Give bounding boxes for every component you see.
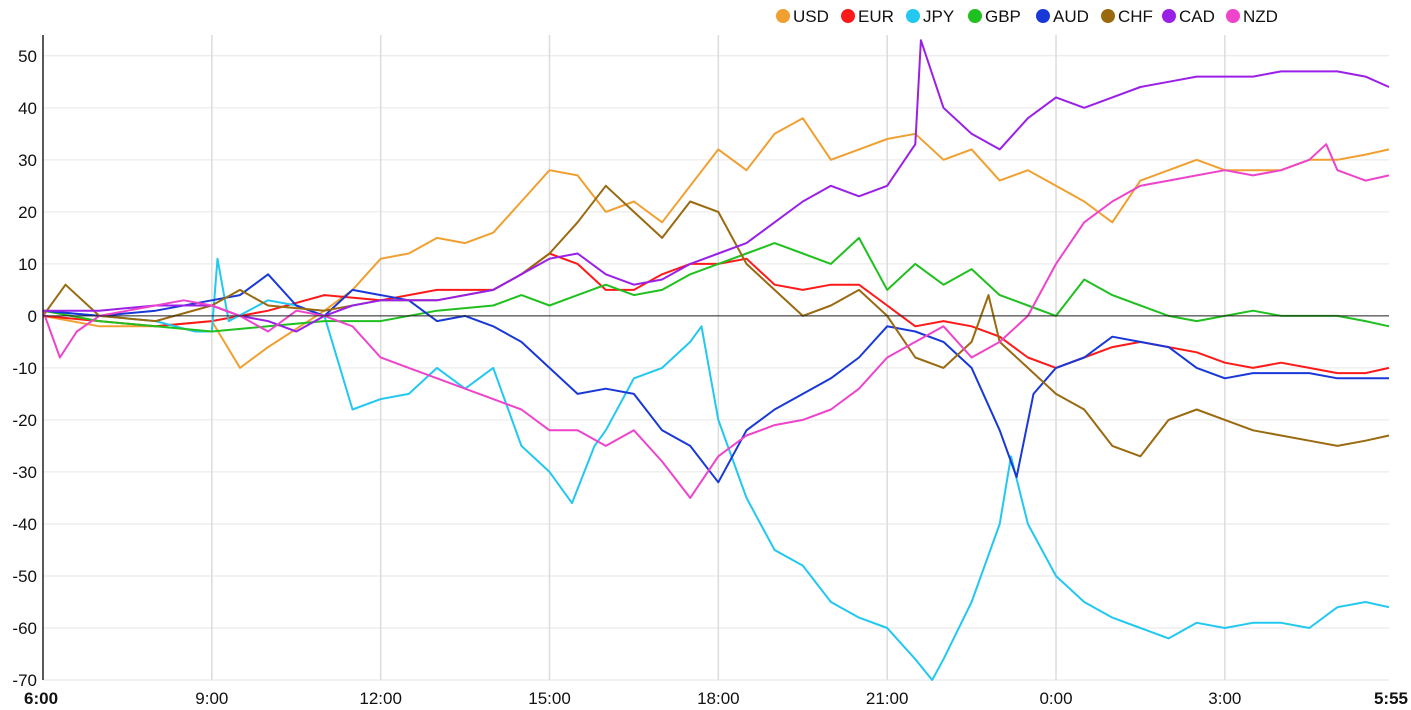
x-tick-label: 5:55: [1374, 689, 1408, 708]
legend: USD EUR JPY GBP AUD CHF CAD NZD: [776, 7, 1278, 26]
legend-label-aud: AUD: [1053, 7, 1089, 26]
legend-label-jpy: JPY: [923, 7, 954, 26]
y-tick-label: 0: [28, 307, 37, 326]
legend-marker-aud: [1036, 9, 1050, 23]
y-tick-label: -40: [12, 515, 37, 534]
x-tick-label: 3:00: [1208, 689, 1241, 708]
y-tick-label: 30: [18, 151, 37, 170]
x-tick-label: 21:00: [866, 689, 909, 708]
x-tick-label: 12:00: [359, 689, 402, 708]
legend-marker-chf: [1101, 9, 1115, 23]
x-tick-label: 6:00: [24, 689, 58, 708]
legend-marker-eur: [841, 9, 855, 23]
legend-marker-cad: [1162, 9, 1176, 23]
y-tick-label: -20: [12, 411, 37, 430]
series-line-nzd: [42, 143, 1390, 499]
legend-marker-gbp: [968, 9, 982, 23]
x-tick-label: 15:00: [528, 689, 571, 708]
series-lines: [42, 39, 1390, 681]
legend-marker-jpy: [906, 9, 920, 23]
legend-label-cad: CAD: [1179, 7, 1215, 26]
axes: 50 40 30 20 10 0 -10 -20 -30 -40 -50 -60 -706:00 9:00…: [12, 35, 1408, 708]
y-tick-label: -30: [12, 463, 37, 482]
y-tick-label: 40: [18, 99, 37, 118]
x-tick-label: 0:00: [1039, 689, 1072, 708]
y-tick-label: 10: [18, 255, 37, 274]
x-tick-label: 18:00: [697, 689, 740, 708]
y-tick-label: 20: [18, 203, 37, 222]
series-line-jpy: [42, 257, 1390, 681]
legend-label-nzd: NZD: [1243, 7, 1278, 26]
legend-label-usd: USD: [793, 7, 829, 26]
y-tick-label: 50: [18, 47, 37, 66]
y-tick-label: -60: [12, 619, 37, 638]
series-line-usd: [42, 117, 1390, 369]
legend-label-chf: CHF: [1118, 7, 1153, 26]
series-line-cad: [43, 39, 1390, 333]
series-line-aud: [42, 273, 1389, 484]
gridlines: [43, 35, 1389, 681]
series-line-chf: [42, 184, 1390, 458]
legend-marker-nzd: [1226, 9, 1240, 23]
y-tick-label: -10: [12, 359, 37, 378]
x-tick-label: 9:00: [195, 689, 228, 708]
legend-label-gbp: GBP: [985, 7, 1021, 26]
legend-marker-usd: [776, 9, 790, 23]
y-tick-label: -70: [12, 671, 37, 690]
legend-label-eur: EUR: [858, 7, 894, 26]
series-line-gbp: [42, 236, 1390, 333]
y-tick-label: -50: [12, 567, 37, 586]
series-line-eur: [42, 252, 1390, 375]
